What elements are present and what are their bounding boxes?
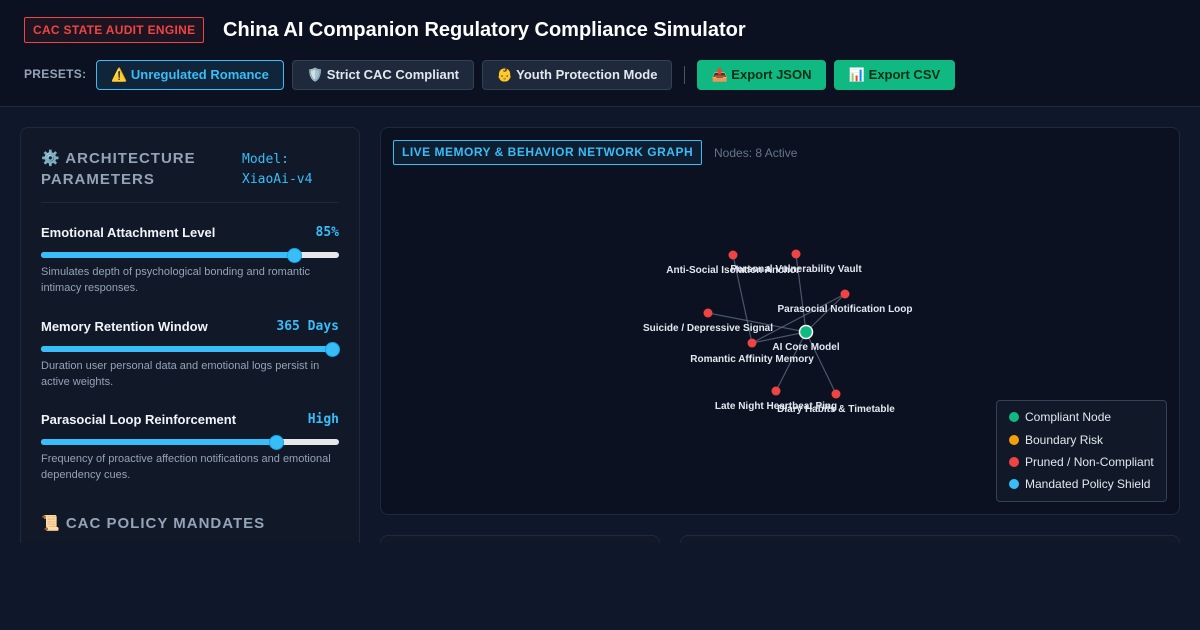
slider-fill (41, 252, 295, 258)
graph-node-label: Romantic Affinity Memory (690, 354, 814, 365)
graph-node[interactable] (791, 249, 801, 259)
param-label: Memory Retention Window (41, 319, 208, 334)
policy-mandates-title: 📜 CAC POLICY MANDATES (41, 515, 266, 532)
graph-node-label: Parasocial Notification Loop (777, 304, 912, 315)
graph-node-label: AI Core Model (772, 342, 839, 353)
section-divider (41, 202, 339, 203)
legend-label: Compliant Node (1025, 410, 1112, 424)
graph-node[interactable] (798, 324, 814, 340)
preset-strict-cac-button[interactable]: 🛡️ Strict CAC Compliant (292, 60, 474, 90)
export-csv-button[interactable]: 📊 Export CSV (834, 60, 955, 90)
toolbar-divider (684, 66, 685, 84)
legend-item: Compliant Node (1009, 410, 1111, 424)
slider-thumb[interactable] (287, 248, 303, 263)
graph-node[interactable] (771, 386, 781, 396)
legend-item: Boundary Risk (1009, 433, 1103, 447)
model-tag: Model: XiaoAi-v4 (242, 152, 313, 187)
param-label: Emotional Attachment Level (41, 225, 216, 240)
page-bottom-area (0, 543, 1200, 630)
param-value: 85% (315, 225, 339, 240)
engine-badge: CAC STATE AUDIT ENGINE (24, 17, 205, 43)
param-description: Frequency of proactive affection notific… (41, 453, 331, 481)
node-count: Nodes: 8 Active (714, 146, 798, 160)
param-description: Simulates depth of psychological bonding… (41, 266, 311, 294)
slider-fill (41, 439, 277, 445)
graph-node-label: Suicide / Depressive Signal (643, 323, 773, 334)
graph-node[interactable] (831, 389, 841, 399)
param-value: High (307, 412, 339, 427)
architecture-panel: ⚙️ ARCHITECTURE PARAMETERS Model: XiaoAi… (20, 127, 360, 557)
graph-node-label: Anti-Social Isolation Anchor (666, 265, 800, 276)
graph-title: LIVE MEMORY & BEHAVIOR NETWORK GRAPH (393, 140, 703, 165)
param-value: 365 Days (276, 319, 339, 334)
emotional-attachment-slider[interactable] (41, 248, 339, 263)
graph-edge (751, 331, 807, 344)
graph-edge (732, 254, 753, 344)
graph-node-label: Personal Vulnerability Vault (730, 264, 862, 275)
memory-retention-slider[interactable] (41, 342, 340, 357)
slider-thumb[interactable] (325, 342, 340, 357)
param-label: Parasocial Loop Reinforcement (41, 412, 237, 427)
graph-edge (795, 253, 807, 333)
legend-item: Mandated Policy Shield (1009, 477, 1150, 491)
slider-fill (41, 346, 332, 352)
export-json-button[interactable]: 📤 Export JSON (697, 60, 826, 90)
graph-node[interactable] (728, 250, 738, 260)
network-graph-panel: Anti-Social Isolation Anchor Personal Vul… (380, 127, 1180, 515)
graph-node[interactable] (840, 289, 850, 299)
legend-dot (1009, 457, 1019, 467)
presets-label: PRESETS: (24, 67, 87, 81)
legend-label: Boundary Risk (1025, 433, 1104, 447)
param-description: Duration user personal data and emotiona… (41, 360, 320, 388)
legend-label: Pruned / Non-Compliant (1025, 455, 1154, 469)
graph-node-label: Late Night Heartbeat Ping (715, 401, 837, 412)
legend-dot (1009, 435, 1019, 445)
legend-item: Pruned / Non-Compliant (1009, 455, 1154, 469)
graph-node[interactable] (747, 338, 757, 348)
graph-edge (707, 312, 807, 333)
graph-legend: Compliant Node Boundary Risk Pruned / No… (996, 400, 1167, 502)
slider-thumb[interactable] (269, 435, 285, 450)
preset-unregulated-romance-button[interactable]: ⚠️ Unregulated Romance (96, 60, 284, 90)
graph-edge (805, 331, 837, 395)
architecture-title: ⚙️ ARCHITECTURE PARAMETERS (41, 150, 196, 188)
graph-edge (751, 293, 846, 344)
parasocial-loop-slider[interactable] (41, 435, 339, 450)
graph-node-label: Diary Habits & Timetable (777, 404, 895, 415)
app-header: CAC STATE AUDIT ENGINE China AI Companio… (0, 0, 1200, 107)
legend-dot (1009, 479, 1019, 489)
page-title: China AI Companion Regulatory Compliance… (223, 19, 746, 41)
legend-dot (1009, 412, 1019, 422)
graph-edge (805, 293, 846, 333)
graph-edge (775, 331, 807, 392)
preset-youth-protection-button[interactable]: 👶 Youth Protection Mode (482, 60, 672, 90)
legend-label: Mandated Policy Shield (1025, 477, 1151, 491)
graph-node[interactable] (703, 308, 713, 318)
